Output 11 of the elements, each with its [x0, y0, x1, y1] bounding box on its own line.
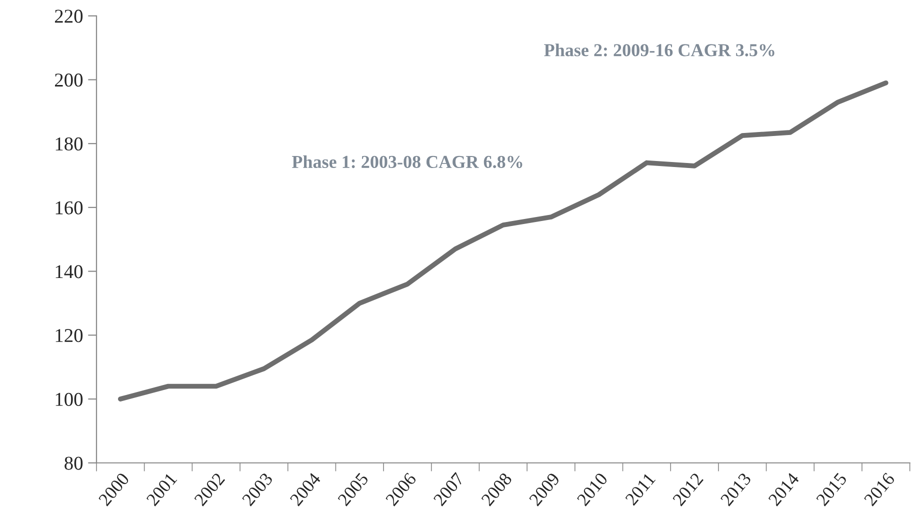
y-tick-label: 120 — [56, 328, 83, 342]
annotation: Phase 2: 2009-16 CAGR 3.5% — [544, 44, 774, 56]
y-tick-label: 80 — [64, 456, 83, 470]
y-tick-label: 180 — [56, 137, 83, 151]
y-tick-label: 200 — [54, 74, 83, 87]
y-tick-label: 160 — [56, 201, 83, 214]
y-tick-label: 140 — [56, 265, 83, 278]
y-tick-label: 220 — [54, 10, 83, 23]
line-series — [118, 80, 888, 402]
annotation: Phase 1: 2003-08 CAGR 6.8% — [292, 155, 522, 168]
y-tick-label: 100 — [56, 392, 83, 406]
